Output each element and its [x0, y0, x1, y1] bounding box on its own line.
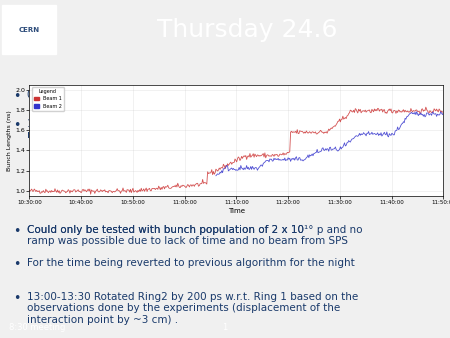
- Text: 1: 1: [222, 323, 228, 332]
- Text: 10:30-13:00 Test of new algorithm for long. Emittance blow-up to
minimize oscill: 10:30-13:00 Test of new algorithm for lo…: [27, 119, 368, 140]
- Text: 08:30 Loaded by mistake squeeze function to 2 m → Dumped beams: 08:30 Loaded by mistake squeeze function…: [27, 90, 386, 100]
- Text: •: •: [14, 292, 21, 305]
- Text: Could only be tested with bunch population of 2 x 10¹° p and no
ramp was possibl: Could only be tested with bunch populati…: [27, 225, 363, 246]
- X-axis label: Time: Time: [228, 208, 245, 214]
- Text: For the time being reverted to previous algorithm for the night: For the time being reverted to previous …: [27, 258, 355, 268]
- Text: Thursday 24.6: Thursday 24.6: [157, 18, 338, 42]
- Text: CERN: CERN: [19, 27, 40, 32]
- Text: Could only be tested with bunch population of 2 x 10: Could only be tested with bunch populati…: [27, 225, 304, 235]
- Y-axis label: Bunch Lengths (ns): Bunch Lengths (ns): [8, 110, 13, 171]
- Text: •: •: [14, 90, 21, 103]
- Text: 8:30 meeting: 8:30 meeting: [9, 323, 65, 332]
- FancyBboxPatch shape: [2, 5, 56, 54]
- Text: 13:00-13:30 Rotated Ring2 by 200 ps w.r.t. Ring 1 based on the
observations done: 13:00-13:30 Rotated Ring2 by 200 ps w.r.…: [27, 292, 358, 325]
- Text: •: •: [14, 258, 21, 271]
- Text: •: •: [14, 225, 21, 238]
- Legend: Beam 1, Beam 2: Beam 1, Beam 2: [32, 87, 64, 111]
- Text: •: •: [14, 119, 21, 131]
